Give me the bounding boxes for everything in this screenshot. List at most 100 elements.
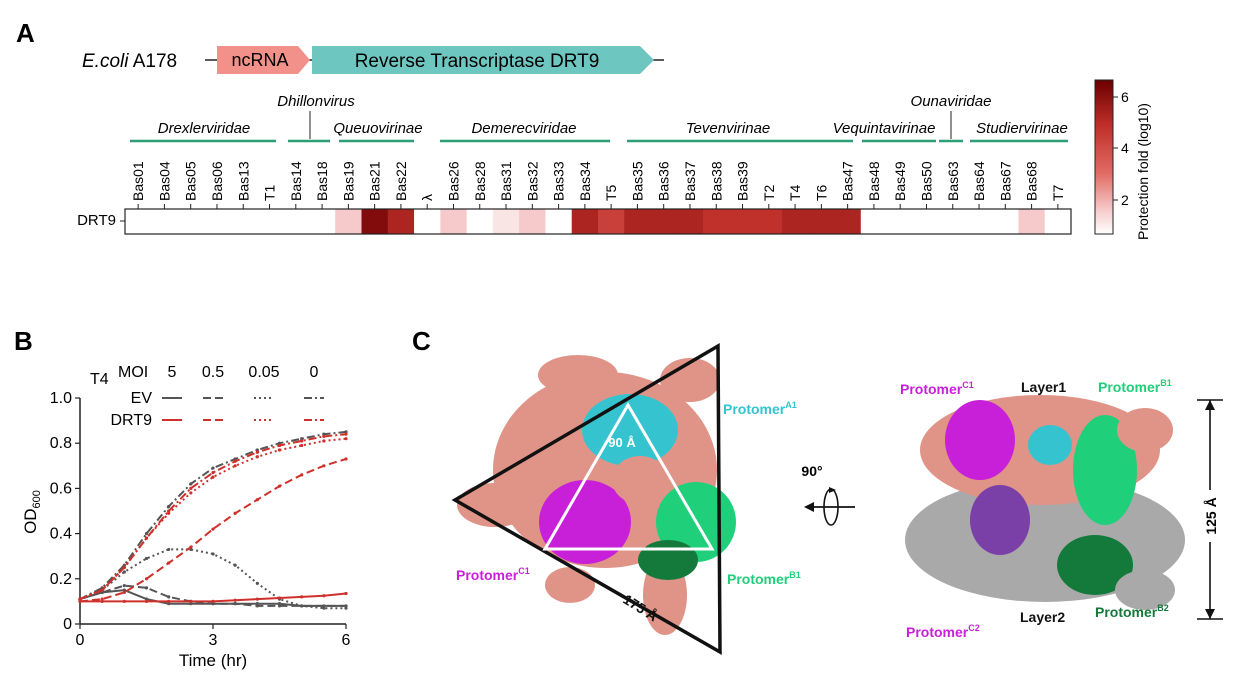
heatmap-cell bbox=[781, 209, 809, 234]
colorbar bbox=[1094, 79, 1114, 235]
protomer-b1-label-left: ProtomerB1 bbox=[727, 570, 801, 587]
data-point bbox=[233, 464, 237, 468]
data-point bbox=[277, 484, 282, 488]
height-label-bg bbox=[1200, 490, 1220, 542]
height-arrow-bottom bbox=[1205, 609, 1215, 619]
heatmap-cell bbox=[545, 209, 573, 234]
data-point bbox=[100, 590, 104, 594]
data-point bbox=[211, 527, 215, 531]
data-point bbox=[233, 459, 237, 463]
rotation-label: 90° bbox=[801, 463, 822, 479]
series-line-ev-moi-0 bbox=[79, 430, 347, 600]
series-line-ev-moi-0.05 bbox=[79, 548, 346, 610]
protomer-c2-base: Protomer bbox=[906, 624, 969, 640]
heatmap-cell bbox=[676, 209, 704, 234]
heatmap-cell bbox=[860, 209, 888, 234]
data-point bbox=[344, 591, 348, 596]
data-point bbox=[255, 448, 259, 452]
column-label: Bas64 bbox=[971, 161, 987, 201]
protomer-a1-side bbox=[1028, 425, 1072, 465]
column-label: T5 bbox=[603, 184, 619, 201]
data-point bbox=[144, 599, 149, 604]
protomer-c1-base-left: Protomer bbox=[456, 567, 519, 583]
data-point bbox=[300, 437, 304, 441]
heatmap-cell bbox=[834, 209, 862, 234]
data-point bbox=[211, 602, 215, 606]
ncrna-label: ncRNA bbox=[231, 50, 288, 70]
series-line-drt9-moi-0.05 bbox=[79, 437, 347, 601]
data-point bbox=[344, 606, 348, 610]
y-tick-label: 0.6 bbox=[50, 480, 72, 497]
legend-drt9: DRT9 bbox=[111, 412, 153, 429]
moi-value-0.05: 0.05 bbox=[248, 364, 279, 381]
protomer-b1-base-right: Protomer bbox=[1098, 379, 1161, 395]
column-label: T1 bbox=[262, 184, 278, 201]
layer1-label: Layer1 bbox=[1021, 379, 1066, 395]
heatmap-cell bbox=[230, 209, 257, 234]
heatmap-cell bbox=[361, 209, 389, 234]
heatmap-cell bbox=[282, 209, 310, 234]
data-point bbox=[277, 602, 282, 606]
data-point bbox=[211, 475, 215, 479]
organism-label: E.coli A178 bbox=[82, 51, 177, 72]
plot-axes: 0 3 6 0 0.2 0.4 0.6 0.8 1.0 bbox=[50, 390, 351, 649]
column-label: Bas32 bbox=[524, 161, 540, 201]
panel-b-letter: B bbox=[14, 326, 33, 356]
inner-distance-label: 90 Å bbox=[608, 435, 636, 450]
heatmap-cell bbox=[440, 209, 468, 234]
column-label: Bas06 bbox=[209, 161, 225, 201]
moi-value-0: 0 bbox=[310, 364, 319, 381]
column-label: Bas05 bbox=[183, 161, 199, 201]
column-label: Bas04 bbox=[156, 161, 172, 201]
data-point bbox=[144, 556, 149, 561]
heatmap-cell bbox=[703, 209, 730, 234]
protomer-a1-sup: A1 bbox=[785, 400, 797, 410]
heatmap-cell bbox=[308, 209, 336, 234]
protomer-b2-base: Protomer bbox=[1095, 604, 1158, 620]
rna-lobe-bottom-left bbox=[545, 567, 595, 603]
column-label: Bas37 bbox=[682, 161, 698, 201]
data-point bbox=[189, 482, 193, 486]
data-point bbox=[78, 597, 82, 601]
family-studiervirinae: Studiervirinae bbox=[976, 120, 1068, 137]
data-point bbox=[144, 536, 149, 540]
protomer-c1-label-right: ProtomerC1 bbox=[900, 380, 974, 397]
data-point bbox=[322, 594, 326, 598]
heatmap-cell bbox=[624, 209, 651, 234]
family-ounaviridae: Ounaviridae bbox=[911, 93, 992, 110]
protomer-b2-label: ProtomerB2 bbox=[1095, 603, 1169, 620]
legend-ev: EV bbox=[131, 390, 153, 407]
y-tick-label: 0 bbox=[63, 616, 72, 633]
column-label: Bas49 bbox=[892, 161, 908, 201]
rotation-arc-arrowhead bbox=[829, 487, 836, 493]
plot-series bbox=[78, 430, 348, 610]
moi-value-5: 5 bbox=[168, 364, 177, 381]
heatmap-cell bbox=[414, 209, 441, 234]
data-point bbox=[144, 532, 149, 536]
column-label: Bas47 bbox=[840, 161, 856, 201]
heatmap-cell bbox=[939, 209, 967, 234]
data-point bbox=[344, 457, 348, 461]
heatmap-cell bbox=[256, 209, 284, 234]
data-point bbox=[233, 457, 237, 461]
data-point bbox=[167, 561, 171, 565]
data-point bbox=[144, 577, 149, 581]
data-point bbox=[189, 545, 193, 549]
heatmap-cell bbox=[203, 209, 231, 234]
rt-arrow bbox=[312, 46, 654, 74]
protomer-c2-side bbox=[970, 485, 1030, 555]
moi-value-0.5: 0.5 bbox=[202, 364, 224, 381]
y-axis-label: OD600 bbox=[21, 490, 43, 534]
heatmap-cell bbox=[887, 209, 914, 234]
protomer-c1-sup-right: C1 bbox=[962, 380, 974, 390]
heatmap-row-label: DRT9 bbox=[77, 212, 116, 229]
data-point bbox=[300, 443, 304, 448]
data-point bbox=[167, 595, 171, 599]
data-point bbox=[189, 486, 193, 490]
column-label: T6 bbox=[813, 184, 829, 201]
protomer-b1-sup-left: B1 bbox=[789, 570, 801, 580]
protomer-c1-density bbox=[539, 480, 631, 564]
data-point bbox=[300, 604, 304, 608]
y-tick-label: 0.2 bbox=[50, 571, 72, 588]
